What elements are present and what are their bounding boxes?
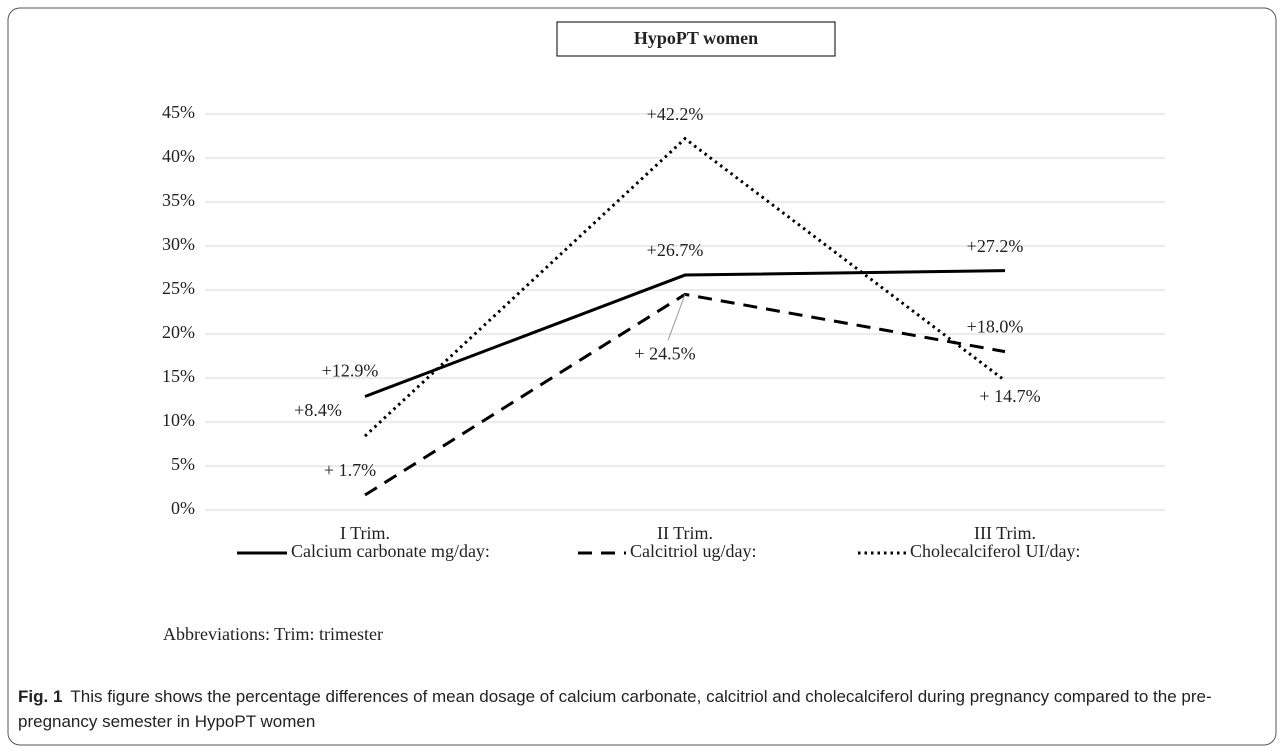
note: Abbreviations: Trim: trimester [163,624,383,644]
caption-label: Fig. 1 [18,687,63,706]
data-label: + 14.7% [979,386,1040,406]
series-line [363,136,1006,438]
title-box [556,21,836,57]
data-label: + 24.5% [634,344,695,364]
y-tick-label: 10% [162,410,195,430]
data-label: +12.9% [322,361,379,381]
data-label: +27.2% [967,236,1024,256]
x-tick-label: I Trim. [340,523,390,543]
legend-label: Calcitriol ug/day: [630,541,756,561]
y-tick-label: 30% [162,234,195,254]
x-tick-label: III Trim. [974,523,1036,543]
figure-frame [7,7,1277,746]
y-tick-label: 20% [162,322,195,342]
y-tick-label: 25% [162,278,195,298]
y-tick-label: 15% [162,366,195,386]
series-line [364,269,1006,398]
y-tick-label: 40% [162,146,195,166]
leader-line [667,294,686,341]
series-line [364,292,1006,497]
data-label: +26.7% [647,240,704,260]
data-label: +8.4% [294,400,342,420]
caption: Fig. 1 This figure shows the percentage d… [18,684,1248,734]
y-tick-label: 0% [171,498,195,518]
y-tick-label: 45% [162,102,195,122]
legend-label: Calcium carbonate mg/day: [291,541,490,561]
chart-title: HypoPT women [634,28,758,48]
data-label: +18.0% [967,317,1024,337]
legend-label: Cholecalciferol UI/day: [910,541,1080,561]
caption-text: This figure shows the percentage differe… [18,687,1212,731]
y-tick-label: 35% [162,190,195,210]
x-tick-label: II Trim. [657,523,713,543]
data-label: + 1.7% [324,460,376,480]
data-label: +42.2% [647,104,704,124]
y-tick-label: 5% [171,454,195,474]
